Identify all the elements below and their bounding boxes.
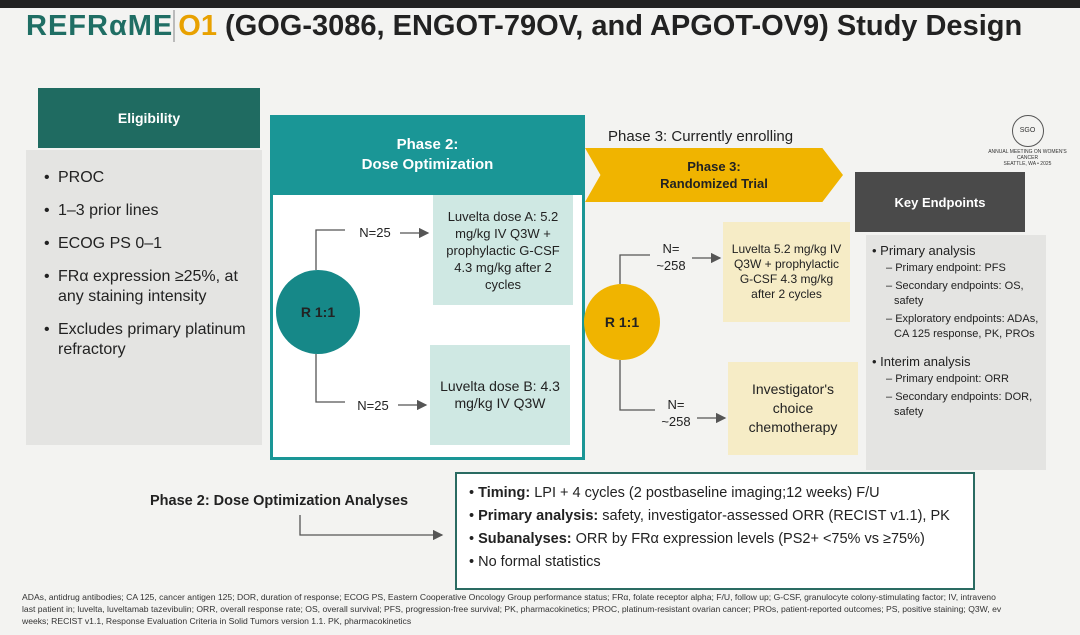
arm-box: Luvelta 5.2 mg/kg IV Q3W + prophylactic …	[723, 222, 850, 322]
endpoints-list: Primary analysis Primary endpoint: PFS Sec…	[866, 235, 1046, 470]
branch-line	[619, 360, 655, 411]
arm-n: N= ~258	[661, 397, 691, 429]
analyses-box: Timing: LPI + 4 cycles (2 postbaseline i…	[455, 472, 975, 590]
footnote: weeks; RECIST v1.1, Response Evaluation …	[22, 616, 412, 626]
randomization-circle: R 1:1	[276, 270, 360, 354]
endpoint-item: Primary endpoint: PFS	[872, 261, 1040, 276]
title-brand: REFRαME	[26, 10, 174, 42]
header-text: Dose Optimization	[361, 156, 494, 173]
logo-mark: SGO	[1011, 115, 1044, 147]
analysis-item: Subanalyses: ORR by FRα expression level…	[469, 530, 963, 549]
analysis-item: Timing: LPI + 4 cycles (2 postbaseline i…	[469, 484, 963, 503]
slide-title: REFRαME O1 (GOG-3086, ENGOT-79OV, and APG…	[26, 10, 1022, 43]
phase2-header: Phase 2: Dose Optimization	[272, 115, 583, 195]
analysis-lead: Primary analysis:	[478, 508, 599, 524]
phase3-header: Phase 3: Randomized Trial	[585, 148, 843, 202]
endpoint-item: Exploratory endpoints: ADAs, CA 125 resp…	[872, 312, 1040, 342]
analysis-item: Primary analysis: safety, investigator-a…	[469, 507, 963, 526]
title-brand-suffix: O1	[173, 10, 217, 42]
endpoints-header: Key Endpoints	[855, 172, 1025, 232]
eligibility-list: PROC 1–3 prior lines ECOG PS 0–1 FRα expres…	[26, 150, 262, 445]
header-text: Phase 2:	[396, 136, 459, 153]
randomization-circle: R 1:1	[584, 284, 660, 360]
analysis-text: ORR by FRα expression levels (PS2+ <75% …	[575, 531, 925, 547]
analysis-item: No formal statistics	[469, 553, 963, 572]
analysis-text: No formal statistics	[478, 554, 601, 570]
arm-n: N=25	[359, 225, 391, 240]
eligibility-header: Eligibility	[38, 88, 260, 148]
analysis-lead: Timing:	[478, 485, 531, 501]
analyses-label: Phase 2: Dose Optimization Analyses	[150, 493, 409, 509]
header-text: Key Endpoints	[894, 194, 986, 210]
branch-line	[619, 254, 650, 284]
eligibility-item: 1–3 prior lines	[44, 201, 252, 221]
header-text: Eligibility	[117, 110, 181, 126]
header-text: Phase 3:	[687, 159, 741, 174]
arm-n: N= ~258	[656, 241, 686, 273]
logo-text: SEATTLE, WA • 2025	[1003, 161, 1052, 167]
eligibility-item: PROC	[44, 168, 252, 188]
arm-n: N=25	[357, 398, 389, 413]
footnote: ADAs, antidrug antibodies; CA 125, cance…	[22, 592, 996, 602]
endpoint-group: Primary analysis	[872, 243, 1040, 258]
title-text: (GOG-3086, ENGOT-79OV, and APGOT-OV9) St…	[225, 10, 1023, 42]
header-text: Randomized Trial	[660, 176, 768, 191]
analysis-lead: Subanalyses:	[478, 531, 572, 547]
eligibility-item: FRα expression ≥25%, at any staining int…	[44, 267, 252, 307]
arrow	[299, 515, 444, 541]
analysis-text: LPI + 4 cycles (2 postbaseline imaging;1…	[534, 485, 880, 501]
eligibility-item: Excludes primary platinum refractory	[44, 320, 252, 360]
phase3-note: Phase 3: Currently enrolling	[608, 128, 794, 145]
endpoint-item: Secondary endpoints: OS, safety	[872, 279, 1040, 309]
endpoint-group: Interim analysis	[872, 354, 1040, 369]
logo: SGO ANNUAL MEETING ON WOMEN'S CANCER SEA…	[985, 115, 1070, 175]
logo-text: ANNUAL MEETING ON WOMEN'S CANCER	[988, 149, 1067, 161]
arm-box: Luvelta dose A: 5.2 mg/kg IV Q3W + proph…	[433, 195, 573, 305]
arm-box: Luvelta dose B: 4.3 mg/kg IV Q3W	[430, 345, 570, 445]
arm-box: Investigator's choice chemotherapy	[728, 362, 858, 455]
branch-line	[315, 354, 345, 403]
endpoint-item: Secondary endpoints: DOR, safety	[872, 390, 1040, 420]
endpoint-item: Primary endpoint: ORR	[872, 372, 1040, 387]
branch-line	[315, 229, 345, 270]
top-edge	[0, 0, 1080, 8]
analysis-text: safety, investigator-assessed ORR (RECIS…	[602, 508, 950, 524]
footnote: last patient in; luvelta, luveltamab taz…	[22, 604, 1002, 614]
eligibility-item: ECOG PS 0–1	[44, 234, 252, 254]
